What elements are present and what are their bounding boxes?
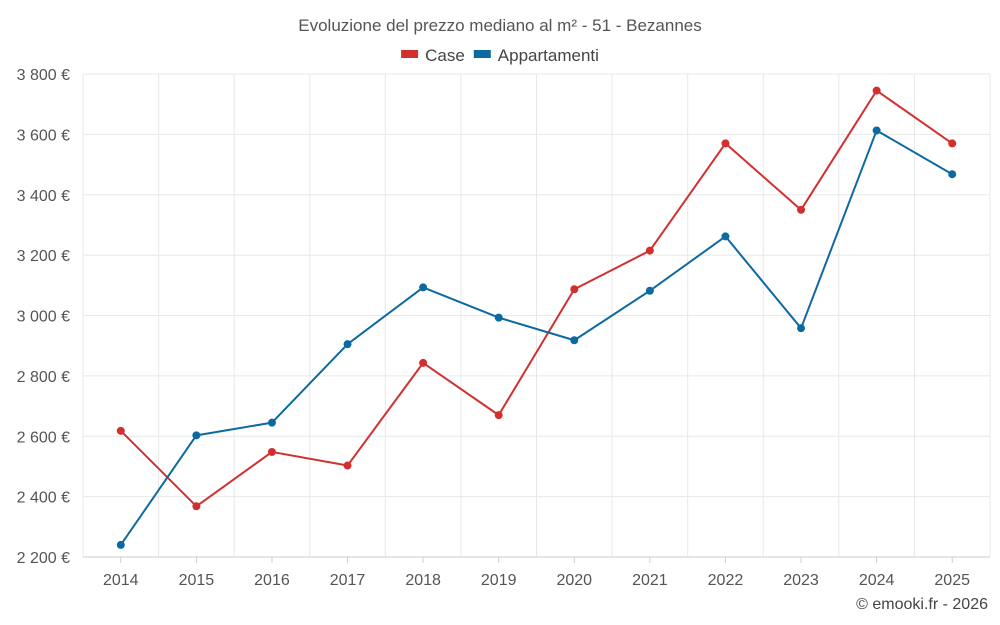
x-tick-label: 2019 bbox=[481, 572, 517, 589]
data-point[interactable] bbox=[116, 426, 125, 435]
series-line bbox=[120, 89, 953, 508]
data-point[interactable] bbox=[797, 205, 806, 214]
x-tick-label: 2021 bbox=[632, 572, 668, 589]
series-line bbox=[119, 129, 953, 546]
x-tick-label: 2016 bbox=[254, 572, 290, 589]
legend-item-case[interactable]: Case bbox=[401, 46, 465, 65]
data-point[interactable] bbox=[570, 336, 579, 345]
x-tick-label: 2022 bbox=[708, 572, 744, 589]
y-tick-label: 2 600 € bbox=[17, 429, 70, 446]
legend[interactable]: Case Appartamenti bbox=[401, 46, 599, 65]
legend-swatch bbox=[401, 50, 419, 58]
x-tick-label: 2020 bbox=[556, 572, 592, 589]
y-tick-label: 3 200 € bbox=[17, 248, 70, 265]
y-tick-label: 2 800 € bbox=[17, 369, 70, 386]
data-point[interactable] bbox=[267, 447, 276, 456]
data-point[interactable] bbox=[419, 358, 428, 367]
data-point[interactable] bbox=[494, 313, 503, 322]
legend-swatch bbox=[473, 50, 491, 58]
data-point[interactable] bbox=[645, 286, 654, 295]
data-point[interactable] bbox=[192, 502, 201, 511]
x-tick-label: 2017 bbox=[330, 572, 366, 589]
data-point[interactable] bbox=[419, 283, 428, 292]
data-point[interactable] bbox=[494, 411, 503, 420]
y-tick-label: 3 000 € bbox=[17, 309, 70, 326]
data-point[interactable] bbox=[570, 285, 579, 294]
data-point[interactable] bbox=[116, 540, 125, 549]
legend-label: Case bbox=[425, 46, 465, 65]
chart-title: Evoluzione del prezzo mediano al m² - 51… bbox=[298, 16, 702, 35]
data-point[interactable] bbox=[645, 246, 654, 255]
data-point[interactable] bbox=[721, 232, 730, 241]
data-point[interactable] bbox=[343, 340, 352, 349]
legend-label: Appartamenti bbox=[498, 46, 599, 65]
legend-item-appartamenti[interactable]: Appartamenti bbox=[473, 46, 599, 65]
y-tick-label: 3 600 € bbox=[17, 127, 70, 144]
x-tick-label: 2023 bbox=[783, 572, 819, 589]
y-tick-label: 2 200 € bbox=[17, 550, 70, 567]
x-tick-label: 2015 bbox=[179, 572, 215, 589]
data-point[interactable] bbox=[343, 461, 352, 470]
data-point[interactable] bbox=[267, 418, 276, 427]
data-point[interactable] bbox=[872, 126, 881, 135]
y-tick-label: 3 400 € bbox=[17, 188, 70, 205]
data-point[interactable] bbox=[192, 431, 201, 440]
x-axis: 2014 2015 2016 2017 2018 2019 2020 2021 2022 2023… bbox=[83, 556, 990, 589]
y-tick-label: 2 400 € bbox=[17, 490, 70, 507]
series-case bbox=[116, 86, 957, 511]
data-point[interactable] bbox=[721, 139, 730, 148]
data-point[interactable] bbox=[948, 139, 957, 148]
series-appartamenti bbox=[116, 126, 957, 549]
data-point[interactable] bbox=[797, 324, 806, 333]
x-tick-label: 2025 bbox=[934, 572, 970, 589]
credit-text: © emooki.fr - 2026 bbox=[856, 596, 988, 613]
y-tick-label: 3 800 € bbox=[17, 67, 70, 84]
y-axis: 2 200 € 2 400 € 2 600 € 2 800 € 3 000 € 3 200… bbox=[17, 67, 70, 567]
data-point[interactable] bbox=[948, 170, 957, 179]
x-tick-label: 2018 bbox=[405, 572, 441, 589]
x-tick-label: 2024 bbox=[859, 572, 895, 589]
grid-lines bbox=[82, 73, 991, 558]
x-tick-label: 2014 bbox=[103, 572, 139, 589]
data-point[interactable] bbox=[872, 86, 881, 95]
series-group bbox=[116, 86, 957, 549]
